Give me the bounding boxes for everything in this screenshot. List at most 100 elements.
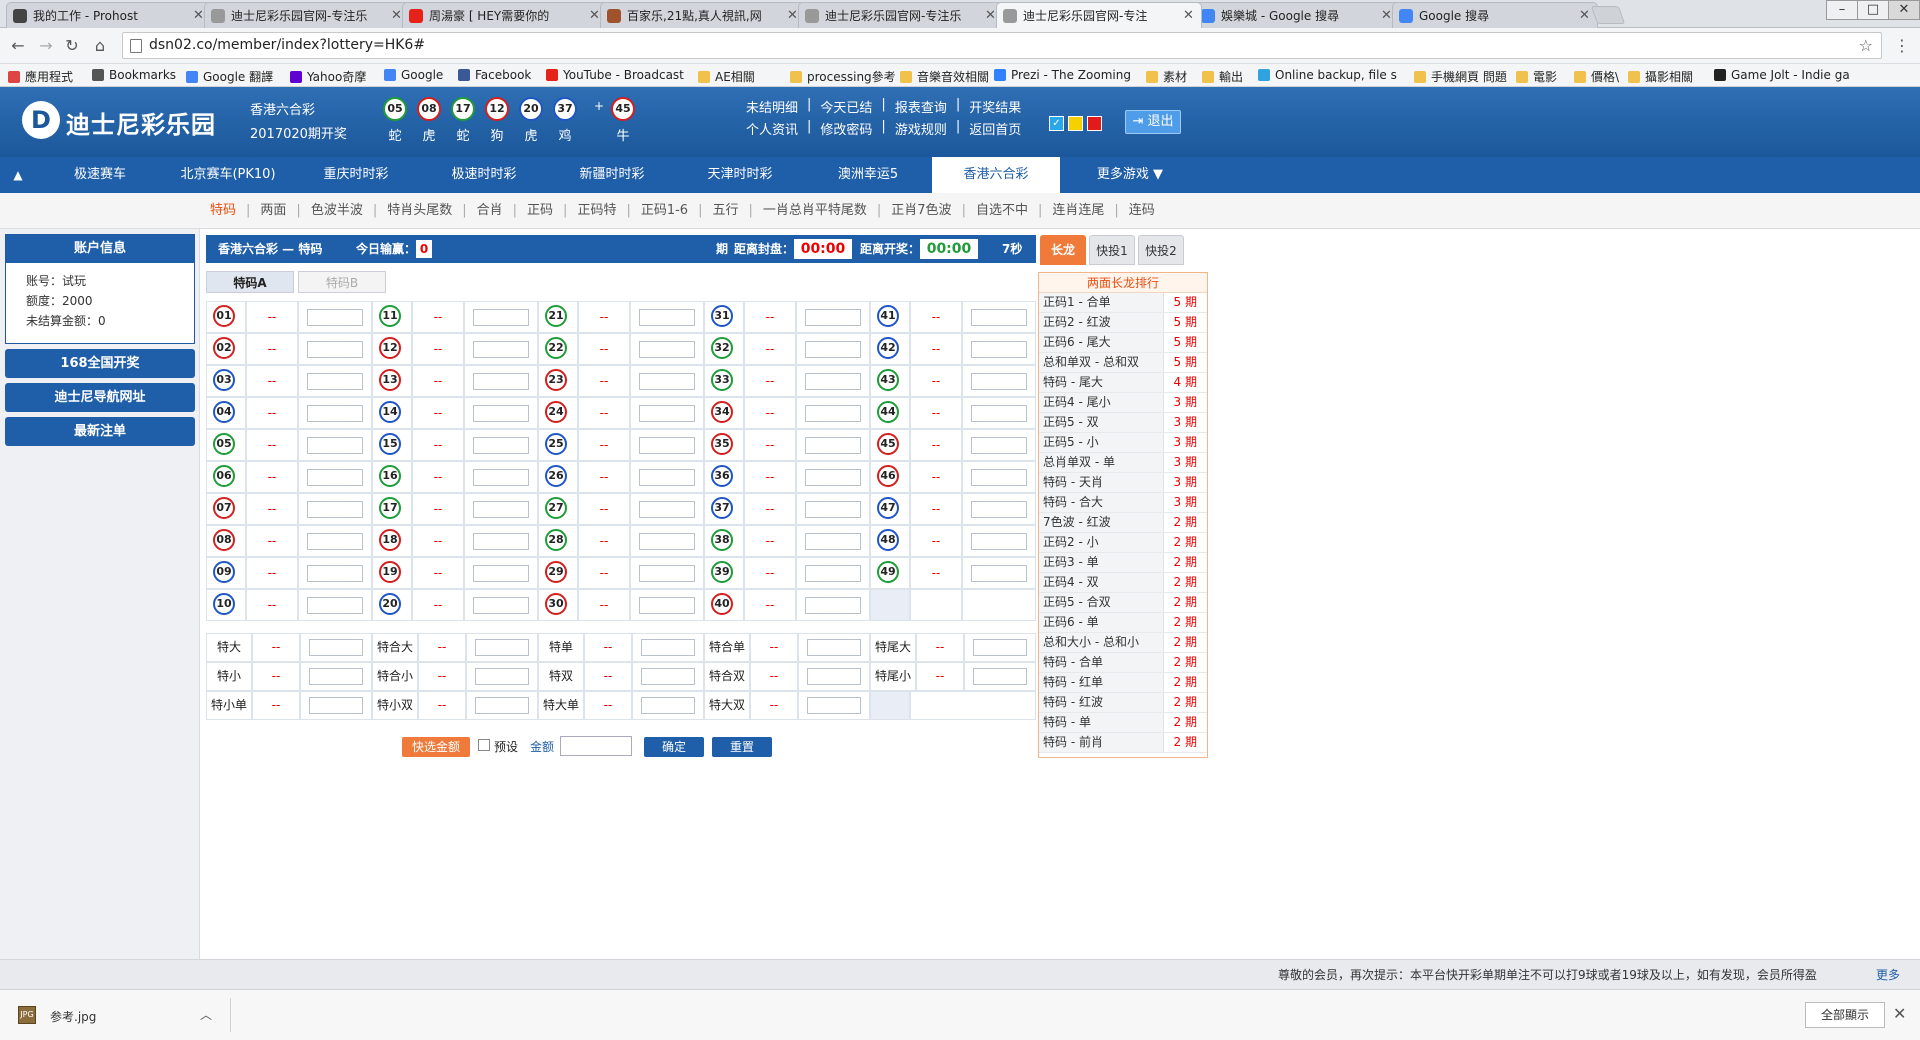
bet-amount-input[interactable] [309,697,363,714]
tab-quick-bet-2[interactable]: 快投2 [1138,235,1184,265]
notice-more-link[interactable]: 更多 [1876,968,1901,982]
logo-icon[interactable]: D [22,101,60,139]
bet-amount-input[interactable] [473,405,529,422]
chevron-up-icon[interactable]: ︿ [200,1008,213,1022]
bet-amount-input[interactable] [971,341,1027,358]
bet-type-tab[interactable]: 色波半波 [310,203,363,218]
bookmark-item[interactable]: Facebook [458,68,531,82]
bookmark-item[interactable]: Google 翻譯 [186,68,273,85]
bet-amount-input[interactable] [307,437,363,454]
bet-amount-input[interactable] [473,597,529,614]
bet-amount-input[interactable] [641,697,695,714]
bookmark-item[interactable]: Online backup, file s [1258,68,1397,82]
home-icon[interactable]: ⌂ [94,36,106,55]
bet-amount-input[interactable] [307,373,363,390]
bet-amount-input[interactable] [309,639,363,656]
header-link[interactable]: 开奖结果 [969,101,1022,116]
bet-amount-input[interactable] [805,373,861,390]
bet-amount-input[interactable] [971,469,1027,486]
amount-input[interactable] [560,736,632,756]
close-download-bar-icon[interactable]: ✕ [1893,1004,1907,1023]
bookmark-item[interactable]: AE相關 [698,68,755,85]
game-nav-item[interactable]: 新疆时时彩 [579,167,645,182]
game-nav-item[interactable]: 天津时时彩 [707,167,773,182]
bet-amount-input[interactable] [475,697,529,714]
bet-amount-input[interactable] [805,405,861,422]
bet-amount-input[interactable] [807,668,861,685]
bet-amount-input[interactable] [473,437,529,454]
bet-type-tab[interactable]: 特肖头尾数 [387,203,453,218]
header-link[interactable]: 返回首页 [969,123,1022,138]
bet-amount-input[interactable] [807,697,861,714]
game-nav-item[interactable]: 重庆时时彩 [323,167,389,182]
bet-amount-input[interactable] [805,533,861,550]
bet-type-tab[interactable]: 两面 [260,203,287,218]
tab-close-icon[interactable]: ✕ [787,8,798,23]
bet-amount-input[interactable] [639,565,695,582]
bet-type-tab[interactable]: 连码 [1128,203,1155,218]
tab-close-icon[interactable]: ✕ [391,8,402,23]
bet-amount-input[interactable] [973,668,1027,685]
bet-amount-input[interactable] [971,373,1027,390]
maximize-icon[interactable]: □ [1857,0,1889,20]
tab-quick-bet-1[interactable]: 快投1 [1089,235,1135,265]
bet-amount-input[interactable] [639,469,695,486]
bookmark-item[interactable]: Prezi - The Zooming [994,68,1131,82]
browser-tab[interactable]: 娛樂城 - Google 搜尋 ✕ [1194,2,1400,28]
bookmark-item[interactable]: 音樂音效相關 [900,68,989,85]
header-link[interactable]: 个人资讯 [746,123,799,138]
game-nav-item[interactable]: 北京赛车(PK10) [180,167,276,182]
confirm-button[interactable]: 确定 [644,737,704,757]
browser-tab[interactable]: 百家乐,21點,真人視訊,网 ✕ [600,2,806,28]
bet-amount-input[interactable] [641,668,695,685]
bookmark-star-icon[interactable]: ☆ [1858,36,1873,55]
bet-amount-input[interactable] [307,533,363,550]
bet-amount-input[interactable] [805,309,861,326]
bet-amount-input[interactable] [639,341,695,358]
browser-tab[interactable]: 迪士尼彩乐园官网-专注乐 ✕ [798,2,1004,28]
bet-amount-input[interactable] [307,501,363,518]
new-tab-button[interactable] [1590,6,1626,24]
show-all-downloads-button[interactable]: 全部顯示 [1805,1002,1885,1028]
bet-amount-input[interactable] [971,501,1027,518]
theme-yellow-swatch[interactable] [1068,116,1083,131]
bet-amount-input[interactable] [473,501,529,518]
bet-amount-input[interactable] [807,639,861,656]
bet-amount-input[interactable] [639,597,695,614]
bet-amount-input[interactable] [639,501,695,518]
bet-amount-input[interactable] [309,668,363,685]
bookmark-item[interactable]: 應用程式 [8,68,73,85]
bet-amount-input[interactable] [805,565,861,582]
bet-amount-input[interactable] [805,597,861,614]
bookmark-item[interactable]: processing參考 [790,68,896,85]
bet-amount-input[interactable] [475,668,529,685]
header-link[interactable]: 报表查询 [894,101,947,116]
collapse-toggle-icon[interactable]: ▲ [13,168,23,182]
back-icon[interactable]: ← [11,36,25,55]
bet-amount-input[interactable] [473,565,529,582]
logout-button[interactable]: ⇥ 退出 [1125,110,1181,134]
bet-amount-input[interactable] [639,533,695,550]
bookmark-item[interactable]: 攝影相關 [1628,68,1693,85]
theme-blue-checkbox[interactable]: ✓ [1049,116,1064,131]
reload-icon[interactable]: ↻ [65,36,79,55]
preset-checkbox[interactable] [478,739,490,751]
bookmark-item[interactable]: 素材 [1146,68,1187,85]
bet-amount-input[interactable] [805,437,861,454]
bet-amount-input[interactable] [971,437,1027,454]
bet-amount-input[interactable] [805,469,861,486]
bet-amount-input[interactable] [475,639,529,656]
bookmark-item[interactable]: Google [384,68,443,82]
bet-amount-input[interactable] [307,341,363,358]
tab-special-a[interactable]: 特码A [206,271,294,293]
bet-amount-input[interactable] [307,565,363,582]
bookmark-item[interactable]: 輸出 [1202,68,1243,85]
bookmark-item[interactable]: Bookmarks [92,68,176,82]
tab-close-icon[interactable]: ✕ [1579,8,1590,23]
tab-close-icon[interactable]: ✕ [1381,8,1392,23]
bet-amount-input[interactable] [473,309,529,326]
bet-amount-input[interactable] [307,405,363,422]
bet-amount-input[interactable] [639,309,695,326]
minimize-icon[interactable]: – [1826,0,1858,20]
latest-bets-button[interactable]: 最新注单 [5,417,195,446]
